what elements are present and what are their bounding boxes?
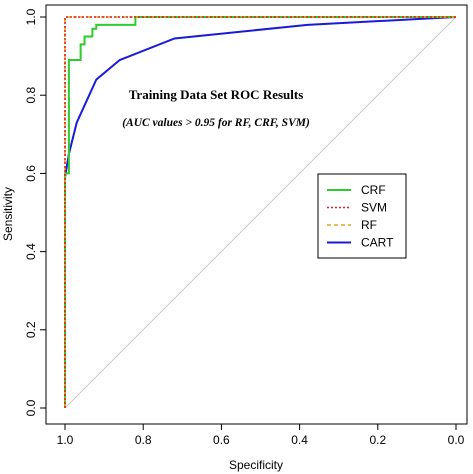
x-tick-label-2: 0.6: [213, 433, 230, 447]
y-axis-ticks: 0.0 0.2 0.4 0.6 0.8 1.0: [24, 8, 46, 416]
legend-box: [317, 173, 407, 259]
legend-items: CRF SVM RF CART: [327, 183, 394, 250]
legend-label-svm: SVM: [361, 201, 387, 215]
legend-label-rf: RF: [361, 218, 377, 232]
legend-label-cart: CART: [361, 236, 394, 250]
series-layer: [64, 16, 457, 408]
reference-diagonal: [64, 16, 457, 409]
series-line-rf: [64, 16, 456, 408]
legend: CRF SVM RF CART: [317, 173, 407, 259]
chart-annotation-subtitle: (AUC values > 0.95 for RF, CRF, SVM): [122, 117, 310, 129]
y-tick-label-2: 0.4: [24, 243, 38, 260]
x-axis-label: Specificity: [229, 458, 283, 472]
y-tick-label-5: 1.0: [24, 8, 38, 25]
reference-layer: [64, 16, 457, 409]
series-line-cart: [64, 16, 457, 408]
x-axis-ticks: 1.0 0.8 0.6 0.4 0.2 0.0: [57, 424, 465, 447]
x-tick-label-1: 0.8: [135, 433, 152, 447]
y-tick-label-1: 0.2: [24, 321, 38, 338]
y-tick-label-4: 0.8: [24, 87, 38, 104]
x-tick-label-0: 1.0: [57, 433, 74, 447]
x-tick-label-4: 0.2: [369, 433, 386, 447]
y-axis-label: Sensitivity: [1, 187, 15, 241]
series-line-crf: [64, 16, 456, 408]
x-tick-label-5: 0.0: [448, 433, 465, 447]
x-tick-label-3: 0.4: [291, 433, 308, 447]
y-tick-label-0: 0.0: [24, 399, 38, 416]
legend-label-crf: CRF: [361, 183, 386, 197]
chart-annotation-title: Training Data Set ROC Results: [129, 87, 304, 102]
y-tick-label-3: 0.6: [24, 165, 38, 182]
